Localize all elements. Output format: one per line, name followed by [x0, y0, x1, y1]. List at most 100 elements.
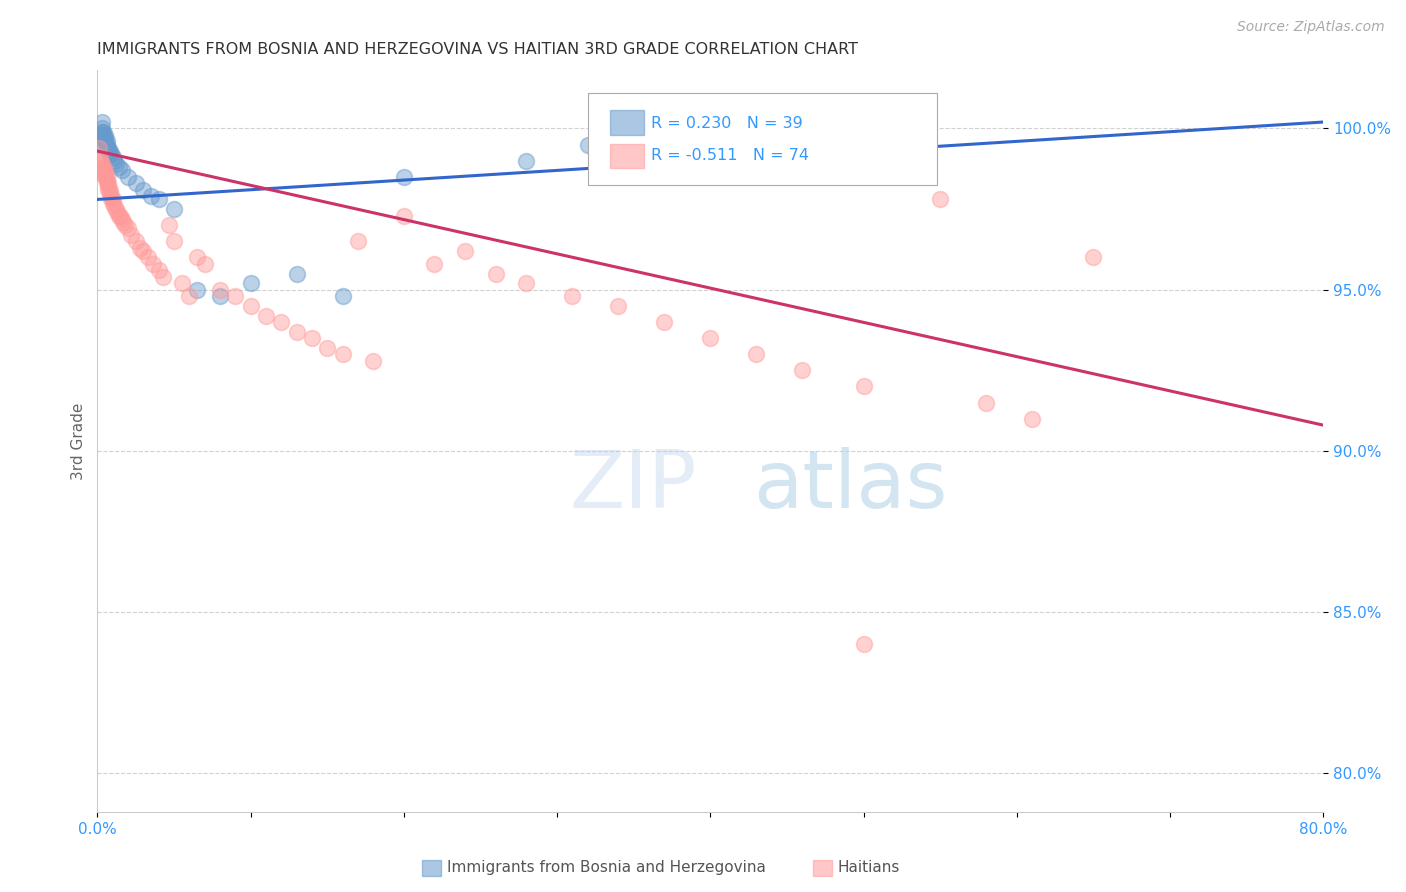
Point	[101, 193, 124, 207]
Text: R = 0.230   N = 39: R = 0.230 N = 39	[651, 116, 803, 130]
Point	[347, 235, 370, 249]
Point	[111, 211, 134, 226]
Point	[114, 218, 136, 232]
Point	[179, 289, 201, 303]
Point	[93, 128, 115, 142]
Point	[91, 121, 114, 136]
Point	[208, 289, 231, 303]
Point	[94, 131, 117, 145]
Point	[332, 289, 354, 303]
Bar	[610, 111, 644, 135]
Point	[392, 169, 415, 184]
Point	[270, 315, 292, 329]
Point	[91, 115, 114, 129]
Point	[101, 195, 124, 210]
Point	[91, 160, 114, 174]
Text: Source: ZipAtlas.com: Source: ZipAtlas.com	[1237, 20, 1385, 34]
Text: ZIP: ZIP	[569, 447, 697, 524]
Point	[100, 189, 122, 203]
Point	[129, 241, 152, 255]
Bar	[610, 144, 644, 169]
Point	[93, 163, 115, 178]
Point	[132, 183, 155, 197]
Point	[94, 167, 117, 181]
Point	[852, 637, 875, 651]
Point	[301, 331, 323, 345]
Point	[89, 131, 111, 145]
Point	[107, 209, 129, 223]
Point	[332, 347, 354, 361]
Point	[104, 202, 127, 216]
Point	[100, 147, 122, 161]
Y-axis label: 3rd Grade: 3rd Grade	[72, 402, 86, 480]
Point	[98, 147, 121, 161]
Point	[94, 128, 117, 142]
Point	[163, 202, 186, 216]
Point	[93, 160, 115, 174]
Point	[186, 283, 208, 297]
Point	[96, 173, 118, 187]
Point	[96, 176, 118, 190]
Text: Haitians: Haitians	[838, 861, 900, 875]
Point	[654, 315, 676, 329]
Point	[110, 209, 132, 223]
Point	[515, 277, 537, 291]
Text: IMMIGRANTS FROM BOSNIA AND HERZEGOVINA VS HAITIAN 3RD GRADE CORRELATION CHART: IMMIGRANTS FROM BOSNIA AND HERZEGOVINA V…	[97, 42, 858, 57]
Point	[87, 141, 110, 155]
Point	[163, 235, 186, 249]
Point	[98, 183, 121, 197]
Text: Immigrants from Bosnia and Herzegovina: Immigrants from Bosnia and Herzegovina	[447, 861, 766, 875]
Point	[93, 167, 115, 181]
Point	[96, 169, 118, 184]
Point	[974, 395, 997, 409]
Point	[124, 176, 146, 190]
Point	[454, 244, 477, 258]
Point	[120, 227, 142, 242]
Point	[103, 199, 125, 213]
Point	[89, 153, 111, 168]
Point	[152, 269, 174, 284]
Point	[112, 215, 135, 229]
Point	[316, 341, 339, 355]
Point	[93, 131, 115, 145]
Point	[98, 144, 121, 158]
Point	[239, 299, 262, 313]
Point	[285, 325, 308, 339]
Point	[97, 176, 120, 190]
Point	[141, 257, 163, 271]
Point	[91, 125, 114, 139]
Point	[170, 277, 193, 291]
Point	[1021, 411, 1043, 425]
Point	[423, 257, 446, 271]
Point	[208, 283, 231, 297]
Point	[929, 193, 952, 207]
Point	[792, 363, 814, 377]
Point	[103, 153, 125, 168]
Point	[94, 134, 117, 148]
Point	[117, 169, 139, 184]
Point	[194, 257, 217, 271]
Point	[105, 205, 128, 219]
Point	[1083, 251, 1105, 265]
Point	[96, 134, 118, 148]
Point	[101, 151, 124, 165]
Point	[285, 267, 308, 281]
Point	[392, 209, 415, 223]
Point	[699, 331, 721, 345]
Point	[224, 289, 246, 303]
Point	[852, 379, 875, 393]
Point	[139, 189, 162, 203]
Point	[148, 193, 170, 207]
Point	[97, 141, 120, 155]
Point	[745, 347, 768, 361]
FancyBboxPatch shape	[588, 93, 938, 186]
Point	[361, 353, 384, 368]
Point	[93, 125, 115, 139]
Point	[107, 160, 129, 174]
Point	[124, 235, 146, 249]
Point	[100, 193, 122, 207]
Point	[515, 153, 537, 168]
Point	[97, 179, 120, 194]
Point	[561, 289, 583, 303]
Point	[87, 137, 110, 152]
